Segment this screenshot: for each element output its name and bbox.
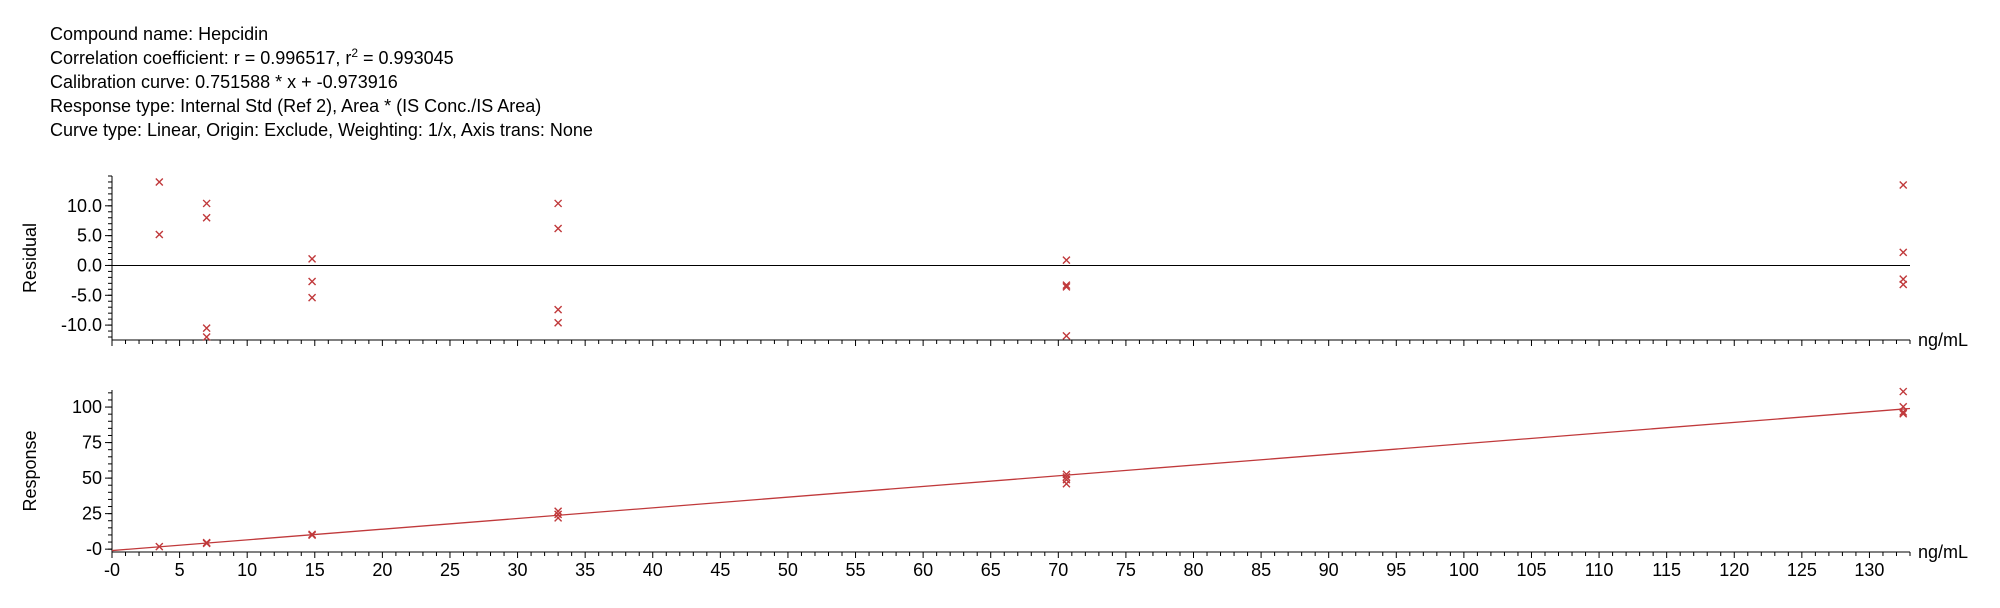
y-tick-label: 100 (72, 397, 102, 417)
x-tick-label: 25 (440, 560, 460, 580)
data-point (1899, 280, 1908, 289)
x-tick-label: 15 (305, 560, 325, 580)
data-point (554, 507, 563, 516)
x-tick-label: 85 (1251, 560, 1271, 580)
data-point (1062, 479, 1071, 488)
y-tick-label: -0 (86, 539, 102, 559)
data-point (1062, 472, 1071, 481)
data-point (554, 199, 563, 208)
y-tick-label: 50 (82, 468, 102, 488)
data-point (1062, 331, 1071, 340)
x-tick-label: 30 (508, 560, 528, 580)
x-tick-label: 125 (1787, 560, 1817, 580)
data-point (1899, 180, 1908, 189)
x-tick-label: 105 (1516, 560, 1546, 580)
residual-panel: 10.0 5.0 0.0 -5.0 -10.0 Residual ng/mL (20, 175, 1968, 350)
data-point (1899, 248, 1908, 257)
data-point (1899, 387, 1908, 396)
calibration-header: Compound name: Hepcidin Correlation coef… (50, 22, 593, 142)
y-tick-label: 0.0 (77, 255, 102, 275)
y-tick-label: 25 (82, 504, 102, 524)
x-tick-label: 45 (710, 560, 730, 580)
correlation-superscript: 2 (351, 46, 359, 60)
data-point (155, 230, 164, 239)
response-type: Response type: Internal Std (Ref 2), Are… (50, 96, 542, 116)
x-tick-label: 10 (237, 560, 257, 580)
data-point (1899, 409, 1908, 418)
y-tick-label: 5.0 (77, 226, 102, 246)
data-point (202, 213, 211, 222)
y-tick-label: -5.0 (71, 285, 102, 305)
correlation-prefix: Correlation coefficient: r = 0.996517, r (50, 48, 352, 68)
x-tick-label: 95 (1386, 560, 1406, 580)
data-point (1062, 256, 1071, 265)
response-panel: -0 5 10 15 20 25 30 35 40 45 50 55 60 65 70 75 80 85 90 95 1… (20, 387, 1968, 580)
data-point (308, 277, 317, 286)
x-tick-label: 110 (1585, 560, 1614, 580)
data-point (308, 531, 317, 540)
x-tick-label: 55 (846, 560, 866, 580)
data-point (554, 318, 563, 327)
x-tick-label: 115 (1652, 560, 1681, 580)
x-tick-label: 65 (981, 560, 1001, 580)
x-tick-label: 100 (1449, 560, 1479, 580)
y-axis-label: Response (20, 430, 40, 511)
x-tick-label: 35 (575, 560, 595, 580)
data-point (155, 542, 164, 551)
data-point (1062, 282, 1071, 291)
correlation-suffix: = 0.993045 (358, 48, 454, 68)
x-tick-label: 20 (372, 560, 392, 580)
data-point (1062, 281, 1071, 290)
data-point (202, 539, 211, 548)
x-tick-label: 60 (913, 560, 933, 580)
data-point (202, 199, 211, 208)
x-axis-unit-label: ng/mL (1918, 330, 1968, 350)
x-tick-label: 130 (1854, 560, 1884, 580)
data-point (554, 513, 563, 522)
x-axis-unit-label: ng/mL (1918, 542, 1968, 562)
data-point (308, 293, 317, 302)
data-point (554, 510, 563, 519)
x-tick-label: 90 (1319, 560, 1339, 580)
x-tick-label: 40 (643, 560, 663, 580)
x-tick-label: 70 (1048, 560, 1068, 580)
x-tick-label: 75 (1116, 560, 1136, 580)
y-axis-label: Residual (20, 223, 40, 293)
curve-type: Curve type: Linear, Origin: Exclude, Wei… (50, 120, 593, 140)
y-tick-label: 75 (82, 433, 102, 453)
compound-name: Compound name: Hepcidin (50, 24, 269, 44)
x-tick-label: 5 (175, 560, 185, 580)
data-point (554, 305, 563, 314)
data-point (554, 224, 563, 233)
data-point (1899, 408, 1908, 417)
x-tick-label: 80 (1183, 560, 1203, 580)
calibration-fit-line (111, 407, 1911, 552)
data-point (308, 254, 317, 263)
y-tick-label: 10.0 (67, 196, 102, 216)
x-tick-label: 50 (778, 560, 798, 580)
calibration-curve: Calibration curve: 0.751588 * x + -0.973… (50, 72, 398, 92)
x-tick-label: 120 (1719, 560, 1749, 580)
data-point (202, 324, 211, 333)
correlation-coefficient: Correlation coefficient: r = 0.996517, r… (50, 46, 593, 70)
x-tick-label: -0 (104, 560, 120, 580)
y-tick-label: -10.0 (61, 315, 102, 335)
data-point (202, 333, 211, 342)
data-point (155, 177, 164, 186)
